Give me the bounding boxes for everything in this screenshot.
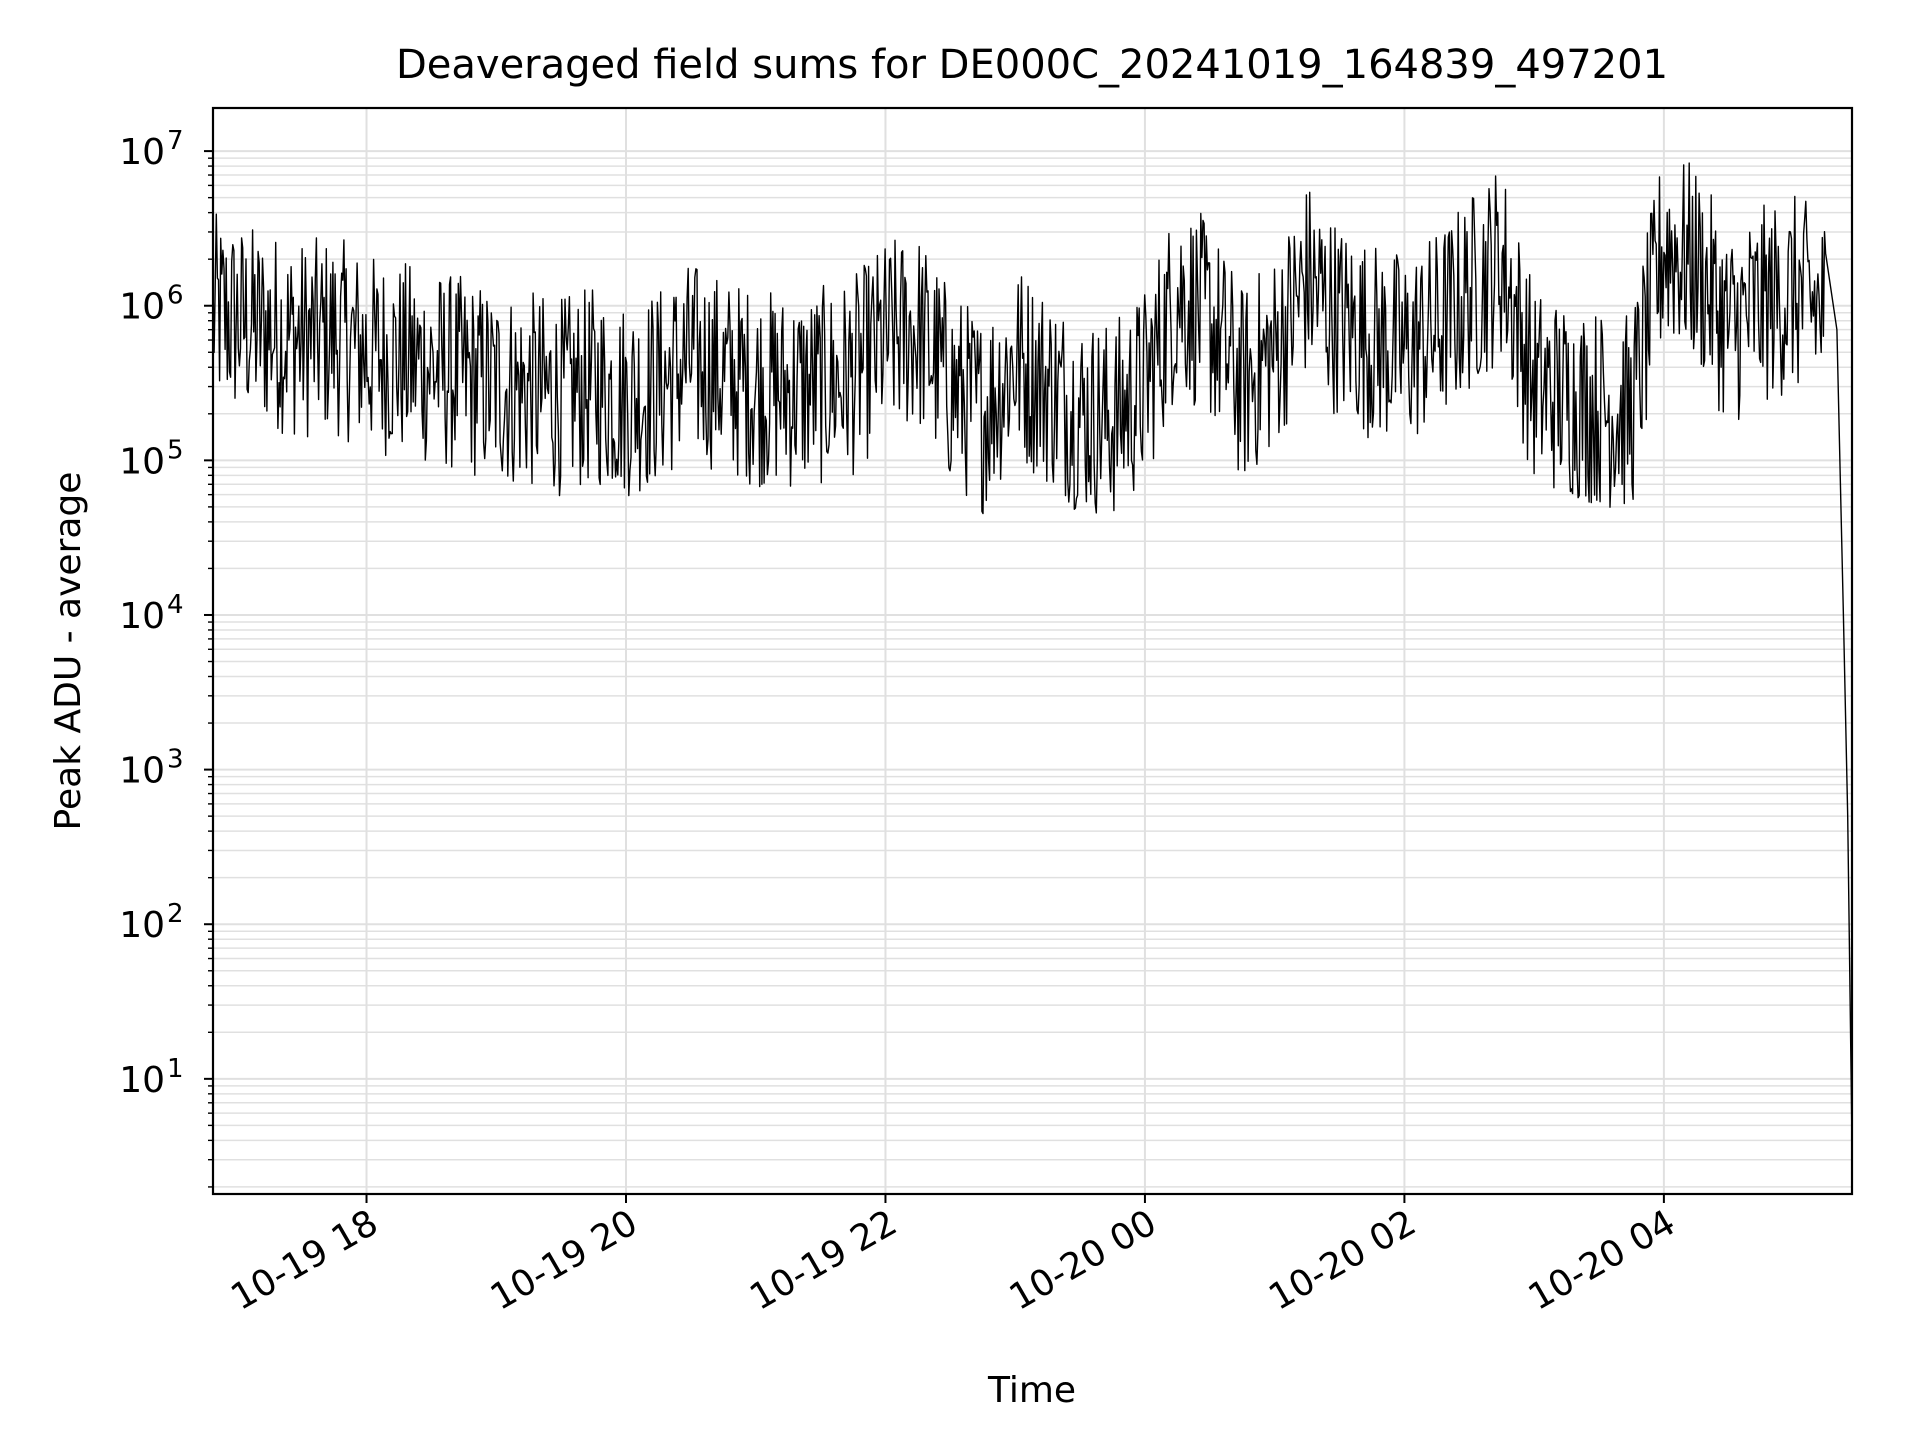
y-tick-label: 10 bbox=[119, 596, 165, 637]
y-tick-label: 10 bbox=[119, 441, 165, 482]
grid bbox=[213, 108, 1852, 1194]
y-tick-exponent: 2 bbox=[167, 899, 184, 929]
y-tick-exponent: 4 bbox=[167, 590, 184, 620]
y-tick-label: 10 bbox=[119, 287, 165, 328]
x-tick-label: 10-19 20 bbox=[484, 1202, 645, 1318]
y-tick-exponent: 6 bbox=[167, 281, 184, 311]
x-axis-label: Time bbox=[987, 1370, 1076, 1411]
y-tick-label: 10 bbox=[119, 132, 165, 173]
y-tick-exponent: 5 bbox=[167, 435, 184, 465]
x-tick-label: 10-20 02 bbox=[1262, 1202, 1423, 1318]
y-tick-label: 10 bbox=[119, 905, 165, 946]
x-tick-label: 10-19 22 bbox=[743, 1202, 904, 1318]
y-tick-exponent: 1 bbox=[167, 1054, 184, 1084]
y-tick-exponent: 3 bbox=[167, 745, 184, 775]
y-tick-exponent: 7 bbox=[167, 126, 184, 156]
x-tick-label: 10-20 00 bbox=[1003, 1202, 1164, 1318]
y-tick-label: 10 bbox=[119, 751, 165, 792]
y-tick-label: 10 bbox=[119, 1060, 165, 1101]
y-axis-label: Peak ADU - average bbox=[48, 472, 89, 831]
x-tick-label: 10-19 18 bbox=[224, 1202, 385, 1318]
chart-title: Deaveraged field sums for DE000C_2024101… bbox=[396, 42, 1668, 88]
plot-frame bbox=[211, 106, 1854, 1196]
series-line bbox=[212, 162, 1853, 1144]
x-tick-label: 10-20 04 bbox=[1522, 1202, 1683, 1318]
